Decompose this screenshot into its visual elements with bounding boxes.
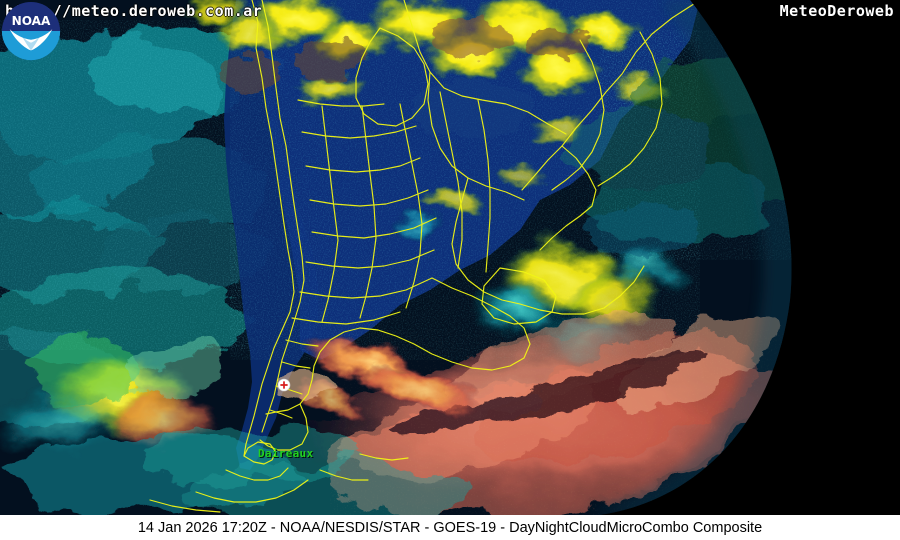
city-marker-daireaux: [277, 378, 291, 392]
satellite-image: http://meteo.deroweb.com.ar MeteoDeroweb…: [0, 0, 900, 515]
image-caption: 14 Jan 2026 17:20Z - NOAA/NESDIS/STAR - …: [137, 519, 763, 536]
map-boundaries: [149, 0, 701, 513]
footer-bar: 14 Jan 2026 17:20Z - NOAA/NESDIS/STAR - …: [0, 515, 900, 540]
noaa-logo-text: NOAA: [12, 14, 51, 28]
satellite-image-canvas: [0, 0, 792, 515]
place-label-daireaux: Daireaux: [258, 447, 314, 460]
noaa-logo: NOAA: [1, 1, 61, 61]
